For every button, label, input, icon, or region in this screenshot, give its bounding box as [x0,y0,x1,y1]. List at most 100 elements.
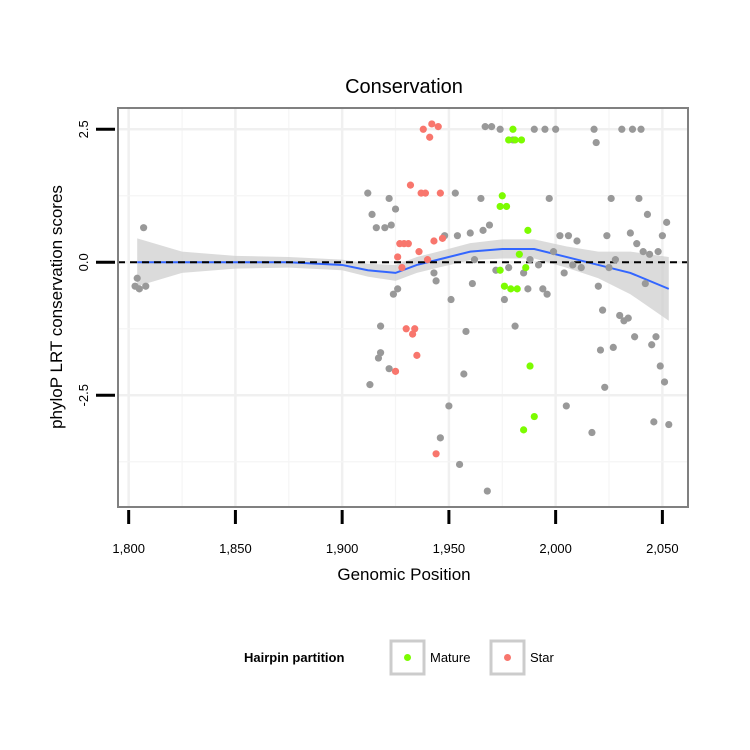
data-point-other [460,370,468,378]
y-axis: -2.5 0.0 2.5 [76,120,115,406]
data-point-other [643,210,652,218]
data-point-other [385,194,393,203]
data-point-mature [496,202,504,211]
data-point-other [609,343,617,351]
data-point-other [549,248,558,256]
data-point-other [577,264,585,272]
data-point-other [654,248,662,256]
data-point-star [413,351,421,359]
data-point-other [601,383,609,391]
plot-panel [118,108,688,507]
data-point-other [530,125,538,133]
data-point-other [607,194,615,203]
y-tick-label: -2.5 [76,384,91,406]
data-point-other [562,402,570,410]
data-point-star [415,248,423,256]
data-point-other [641,279,649,288]
data-point-star [430,237,438,245]
x-tick-label: 2,000 [539,541,572,556]
data-point-other [485,221,494,229]
legend: Hairpin partition Mature Star [244,639,555,676]
data-point-other [665,420,673,429]
data-point-other [387,221,395,229]
y-axis-title: phyloP LRT conservation scores [47,185,66,429]
data-point-other [626,229,634,237]
data-point-other [468,279,476,288]
data-point-star [398,264,406,272]
legend-dot-mature [404,654,411,661]
x-tick-label: 1,850 [219,541,252,556]
y-tick-label: 2.5 [76,120,91,138]
data-point-mature [500,282,509,290]
x-tick-label: 1,900 [326,541,359,556]
data-point-other [564,232,573,240]
data-point-mature [524,226,532,234]
data-point-other [631,333,639,341]
data-point-other [590,125,598,133]
data-point-other [588,428,596,437]
x-tick-label: 1,800 [112,541,145,556]
data-point-other [445,402,453,410]
data-point-other [534,261,543,269]
legend-dot-star [504,654,511,661]
data-point-other [511,322,519,330]
data-point-mature [511,136,519,144]
data-point-mature [498,192,506,200]
data-point-other [372,224,380,232]
data-point-other [466,229,474,237]
plot-border [117,107,689,508]
legend-entry-star: Star [489,639,555,676]
data-point-other [645,250,654,258]
data-point-other [470,256,479,264]
data-point-mature [507,285,515,293]
data-point-other [481,123,489,131]
data-point-mature [522,264,530,272]
data-point-other [142,282,150,290]
data-point-other [451,189,459,197]
grid-lines [118,108,688,507]
data-point-other [462,327,470,336]
data-point-other [135,285,143,293]
data-point-other [545,194,553,203]
data-point-mature [505,136,513,144]
data-point-other [389,290,397,298]
confidence-band-area [137,238,669,321]
data-point-other [616,311,624,320]
data-points [131,120,673,495]
confidence-band [137,238,669,321]
data-point-other [364,189,372,197]
data-point-other [633,240,641,248]
data-point-star [428,120,436,128]
data-point-other [543,290,551,298]
data-point-other [140,224,148,232]
data-point-mature [515,250,523,258]
data-point-mature [530,412,538,421]
data-point-other [539,285,547,293]
data-point-other [648,341,656,349]
data-point-mature [502,202,511,211]
legend-label-mature: Mature [430,650,470,665]
x-axis: 1,800 1,850 1,900 1,950 2,000 2,050 [112,510,679,556]
data-point-other [391,205,400,213]
data-point-other [394,285,402,293]
data-point-other [541,125,549,133]
data-point-other [376,349,385,357]
data-point-other [430,269,438,277]
data-point-other [447,295,455,304]
data-point-other [552,125,560,133]
data-point-other [656,362,664,370]
data-point-mature [513,285,521,293]
data-point-other [556,232,564,240]
legend-title: Hairpin partition [244,650,344,665]
data-point-other [592,138,600,147]
data-point-other [560,269,568,277]
x-tick-label: 2,050 [646,541,679,556]
data-point-other [133,274,141,282]
data-point-other [496,125,504,133]
data-point-other [569,261,577,269]
data-point-other [479,226,487,234]
data-point-other [524,285,532,293]
x-tick-label: 1,950 [433,541,466,556]
legend-label-star: Star [530,650,555,665]
